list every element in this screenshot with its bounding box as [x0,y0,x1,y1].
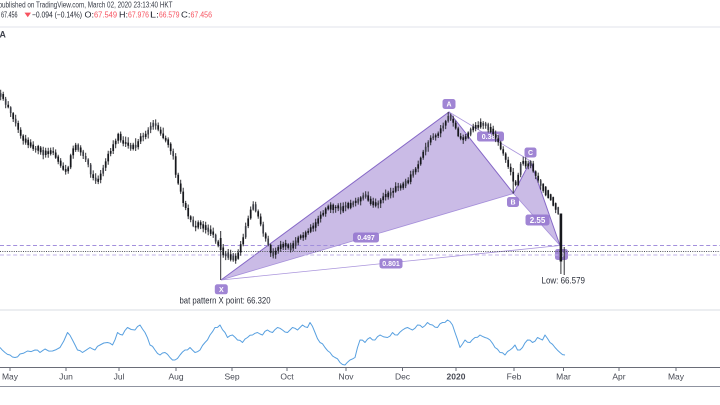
svg-text:2.55: 2.55 [530,216,546,225]
svg-text:Dec: Dec [395,372,411,382]
svg-text:A: A [446,102,451,109]
svg-text:2020: 2020 [447,372,466,382]
svg-text:67.456: 67.456 [191,10,213,19]
svg-text:A: A [0,30,7,40]
svg-text:0.382: 0.382 [482,134,500,141]
svg-text:Nov: Nov [338,372,354,382]
svg-text:May: May [2,372,19,382]
svg-text:bat pattern X point: 66.320: bat pattern X point: 66.320 [180,295,271,305]
svg-text:H:: H: [119,10,128,19]
svg-text:0.497: 0.497 [357,235,375,242]
svg-text:Jun: Jun [59,372,73,382]
svg-text:L:: L: [150,10,159,19]
svg-text:published on TradingView.com,: published on TradingView.com, March 02, … [0,0,173,9]
svg-text:67.976: 67.976 [128,10,149,19]
svg-text:B: B [510,200,515,207]
svg-text:Jul: Jul [114,372,125,382]
svg-text:67.456: 67.456 [1,10,18,19]
svg-text:0.801: 0.801 [382,261,400,268]
svg-text:Mar: Mar [556,372,571,382]
svg-text:Apr: Apr [612,372,625,382]
svg-text:May: May [668,372,685,382]
svg-text:O:: O: [85,10,95,19]
svg-text:X: X [219,287,224,294]
svg-text:67.549: 67.549 [94,10,118,19]
svg-text:C: C [528,150,533,157]
svg-text:Low: 66.579: Low: 66.579 [542,275,586,285]
svg-text:Feb: Feb [507,372,522,382]
svg-text:66.579: 66.579 [159,10,180,19]
svg-text:−0.094 (−0.14%): −0.094 (−0.14%) [32,10,82,19]
svg-text:Aug: Aug [168,372,183,382]
svg-text:Sep: Sep [224,372,239,382]
svg-text:C:: C: [181,10,191,19]
svg-text:Oct: Oct [280,372,294,382]
